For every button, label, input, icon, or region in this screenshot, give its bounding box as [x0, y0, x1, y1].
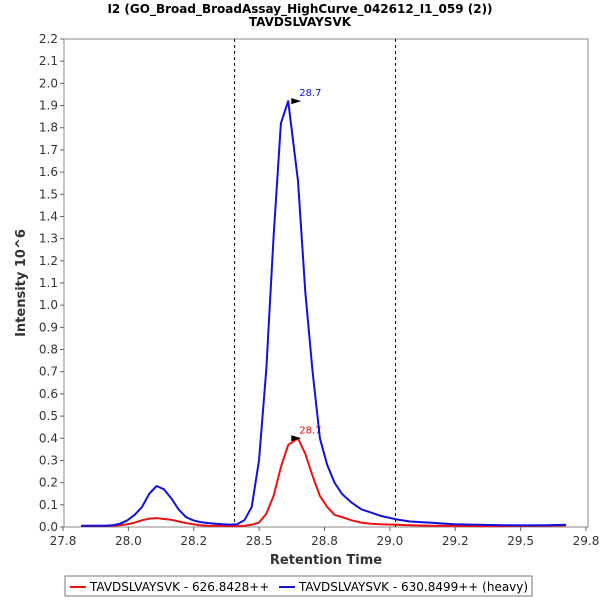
- peak-marker: [291, 98, 302, 105]
- x-tick-label: 29.2: [442, 534, 469, 548]
- y-tick-label: 0.3: [39, 453, 58, 467]
- y-tick-label: 1.5: [39, 187, 58, 201]
- series-line-1: [81, 100, 567, 527]
- peak-label: 28.7: [299, 425, 321, 436]
- y-tick-label: 2.2: [39, 32, 58, 46]
- y-tick-label: 1.0: [39, 298, 58, 312]
- legend: TAVDSLVAYSVK - 626.8428++ TAVDSLVAYSVK -…: [64, 575, 533, 597]
- y-tick-label: 1.3: [39, 232, 58, 246]
- legend-label-light: TAVDSLVAYSVK - 626.8428++: [89, 580, 269, 594]
- x-axis-label: Retention Time: [270, 553, 382, 568]
- y-tick-label: 1.4: [39, 209, 58, 223]
- y-tick-label: 0.7: [39, 365, 58, 379]
- y-tick-label: 2.1: [39, 54, 58, 68]
- peak-label: 28.7: [299, 88, 321, 99]
- plot-area: [63, 38, 589, 528]
- y-tick-label: 1.7: [39, 143, 58, 157]
- y-tick-label: 1.6: [39, 165, 58, 179]
- x-tick-label: 28.5: [246, 534, 273, 548]
- y-axis-label: Intensity 10^6: [14, 229, 29, 337]
- y-tick-label: 0.0: [39, 520, 58, 534]
- y-tick-label: 1.1: [39, 276, 58, 290]
- legend-label-heavy: TAVDSLVAYSVK - 630.8499++ (heavy): [298, 580, 528, 594]
- y-tick-label: 0.4: [39, 431, 58, 445]
- x-tick-label: 29.0: [377, 534, 404, 548]
- x-axis: 27.8 28.0 28.2 28.5 28.8 29.0 29.2 29.5 29.8: [50, 527, 600, 548]
- legend-box: [64, 575, 533, 597]
- x-tick-label: 28.2: [180, 534, 207, 548]
- x-tick-label: 29.5: [507, 534, 534, 548]
- y-tick-label: 0.6: [39, 387, 58, 401]
- y-tick-label: 0.9: [39, 320, 58, 334]
- y-axis: 0.0 0.1 0.2 0.3 0.4 0.5 0.6 0.7 0.8 0.9 1.0 1.1 1.2 1…: [39, 32, 64, 534]
- y-tick-label: 0.2: [39, 476, 58, 490]
- series-group: 28.7 28.7: [81, 88, 567, 528]
- chart-subtitle: TAVDSLVAYSVK: [249, 15, 352, 29]
- series-line-0: [81, 437, 567, 528]
- peak-marker: [291, 435, 302, 442]
- x-tick-label: 29.8: [573, 534, 600, 548]
- y-tick-label: 1.8: [39, 121, 58, 135]
- x-tick-label: 28.0: [115, 534, 142, 548]
- y-tick-label: 0.1: [39, 498, 58, 512]
- x-tick-label: 28.8: [311, 534, 338, 548]
- chart-title: I2 (GO_Broad_BroadAssay_HighCurve_042612…: [107, 2, 492, 17]
- y-tick-label: 2.0: [39, 76, 58, 90]
- y-tick-label: 1.9: [39, 99, 58, 113]
- x-tick-label: 27.8: [50, 534, 77, 548]
- y-tick-label: 1.2: [39, 254, 58, 268]
- y-tick-label: 0.8: [39, 343, 58, 357]
- y-tick-label: 0.5: [39, 409, 58, 423]
